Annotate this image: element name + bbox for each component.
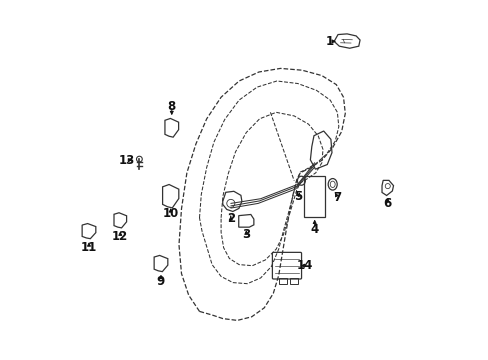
Text: 5: 5: [293, 190, 301, 203]
Text: 8: 8: [167, 100, 176, 113]
Bar: [304, 175, 325, 217]
Text: 11: 11: [81, 241, 97, 254]
Text: 2: 2: [226, 212, 234, 225]
Text: 4: 4: [310, 223, 318, 236]
Text: 7: 7: [333, 191, 341, 204]
Text: 3: 3: [242, 228, 250, 241]
Text: 10: 10: [162, 207, 179, 220]
Text: 1: 1: [325, 35, 334, 48]
Text: 12: 12: [112, 230, 128, 243]
Bar: [289, 278, 297, 284]
Text: 9: 9: [157, 275, 165, 288]
Text: 6: 6: [383, 197, 391, 210]
Text: 14: 14: [296, 259, 312, 272]
Text: 13: 13: [118, 154, 134, 167]
Bar: [278, 278, 286, 284]
